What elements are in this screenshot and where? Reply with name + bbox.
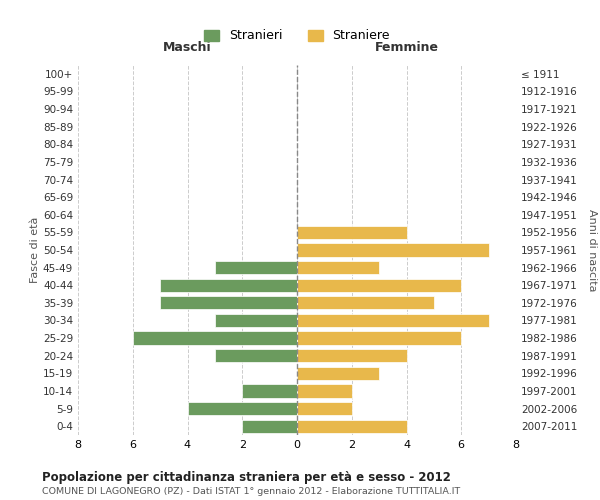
Bar — [297, 278, 461, 292]
Y-axis label: Anni di nascita: Anni di nascita — [587, 209, 597, 291]
Bar — [297, 402, 352, 415]
Bar — [242, 384, 297, 398]
Bar — [297, 332, 461, 344]
Bar — [297, 314, 488, 327]
Bar — [297, 366, 379, 380]
Text: Maschi: Maschi — [163, 42, 212, 54]
Bar — [297, 261, 379, 274]
Bar — [187, 402, 297, 415]
Bar — [297, 296, 434, 310]
Bar — [160, 296, 297, 310]
Legend: Stranieri, Straniere: Stranieri, Straniere — [198, 23, 396, 48]
Text: COMUNE DI LAGONEGRO (PZ) - Dati ISTAT 1° gennaio 2012 - Elaborazione TUTTITALIA.: COMUNE DI LAGONEGRO (PZ) - Dati ISTAT 1°… — [42, 488, 460, 496]
Bar — [160, 278, 297, 292]
Text: Popolazione per cittadinanza straniera per età e sesso - 2012: Popolazione per cittadinanza straniera p… — [42, 471, 451, 484]
Bar — [133, 332, 297, 344]
Bar — [242, 420, 297, 433]
Bar — [297, 226, 407, 239]
Bar — [215, 261, 297, 274]
Bar — [297, 384, 352, 398]
Bar — [297, 349, 407, 362]
Bar — [215, 349, 297, 362]
Text: Femmine: Femmine — [374, 42, 439, 54]
Bar — [215, 314, 297, 327]
Bar — [297, 244, 488, 256]
Bar — [297, 420, 407, 433]
Y-axis label: Fasce di età: Fasce di età — [30, 217, 40, 283]
